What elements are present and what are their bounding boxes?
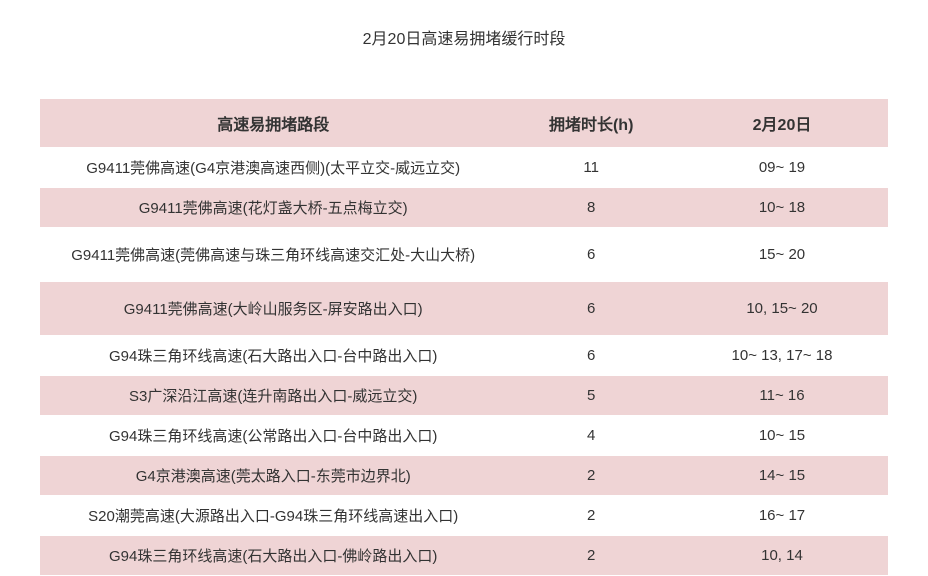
cell-hours: 6 [506,336,676,376]
table-row: G94珠三角环线高速(公常路出入口-台中路出入口)410~ 15 [40,416,888,456]
cell-times: 14~ 15 [676,456,888,496]
cell-times: 10~ 15 [676,416,888,456]
table-header-row: 高速易拥堵路段 拥堵时长(h) 2月20日 [40,99,888,148]
cell-hours: 11 [506,148,676,188]
cell-segment: G9411莞佛高速(花灯盏大桥-五点梅立交) [40,188,506,228]
table-row: G9411莞佛高速(大岭山服务区-屏安路出入口)610, 15~ 20 [40,282,888,336]
cell-times: 10~ 18 [676,188,888,228]
table-row: G4京港澳高速(莞太路入口-东莞市边界北)214~ 15 [40,456,888,496]
cell-times: 11~ 16 [676,376,888,416]
cell-segment: G9411莞佛高速(G4京港澳高速西侧)(太平立交-威远立交) [40,148,506,188]
cell-hours: 5 [506,376,676,416]
cell-hours: 2 [506,536,676,576]
table-row: G9411莞佛高速(莞佛高速与珠三角环线高速交汇处-大山大桥)615~ 20 [40,228,888,282]
table-row: G9411莞佛高速(花灯盏大桥-五点梅立交)810~ 18 [40,188,888,228]
cell-times: 15~ 20 [676,228,888,282]
cell-segment: G94珠三角环线高速(石大路出入口-佛岭路出入口) [40,536,506,576]
table-row: G94珠三角环线高速(石大路出入口-台中路出入口)610~ 13, 17~ 18 [40,336,888,376]
cell-hours: 6 [506,228,676,282]
cell-times: 09~ 19 [676,148,888,188]
cell-times: 10, 15~ 20 [676,282,888,336]
cell-times: 10~ 13, 17~ 18 [676,336,888,376]
cell-hours: 2 [506,496,676,536]
table-row: S20潮莞高速(大源路出入口-G94珠三角环线高速出入口)216~ 17 [40,496,888,536]
cell-hours: 2 [506,456,676,496]
cell-segment: G94珠三角环线高速(石大路出入口-台中路出入口) [40,336,506,376]
cell-hours: 4 [506,416,676,456]
table-row: S3广深沿江高速(连升南路出入口-威远立交)511~ 16 [40,376,888,416]
table-body: G9411莞佛高速(G4京港澳高速西侧)(太平立交-威远立交)1109~ 19G… [40,148,888,576]
cell-segment: G4京港澳高速(莞太路入口-东莞市边界北) [40,456,506,496]
page-title: 2月20日高速易拥堵缓行时段 [40,25,888,49]
cell-hours: 6 [506,282,676,336]
header-hours: 拥堵时长(h) [506,99,676,148]
table-row: G94珠三角环线高速(石大路出入口-佛岭路出入口)210, 14 [40,536,888,576]
congestion-table: 高速易拥堵路段 拥堵时长(h) 2月20日 G9411莞佛高速(G4京港澳高速西… [40,99,888,576]
table-row: G9411莞佛高速(G4京港澳高速西侧)(太平立交-威远立交)1109~ 19 [40,148,888,188]
cell-times: 10, 14 [676,536,888,576]
header-segment: 高速易拥堵路段 [40,99,506,148]
cell-times: 16~ 17 [676,496,888,536]
cell-segment: S3广深沿江高速(连升南路出入口-威远立交) [40,376,506,416]
cell-hours: 8 [506,188,676,228]
cell-segment: S20潮莞高速(大源路出入口-G94珠三角环线高速出入口) [40,496,506,536]
header-times: 2月20日 [676,99,888,148]
cell-segment: G9411莞佛高速(莞佛高速与珠三角环线高速交汇处-大山大桥) [40,228,506,282]
cell-segment: G94珠三角环线高速(公常路出入口-台中路出入口) [40,416,506,456]
cell-segment: G9411莞佛高速(大岭山服务区-屏安路出入口) [40,282,506,336]
